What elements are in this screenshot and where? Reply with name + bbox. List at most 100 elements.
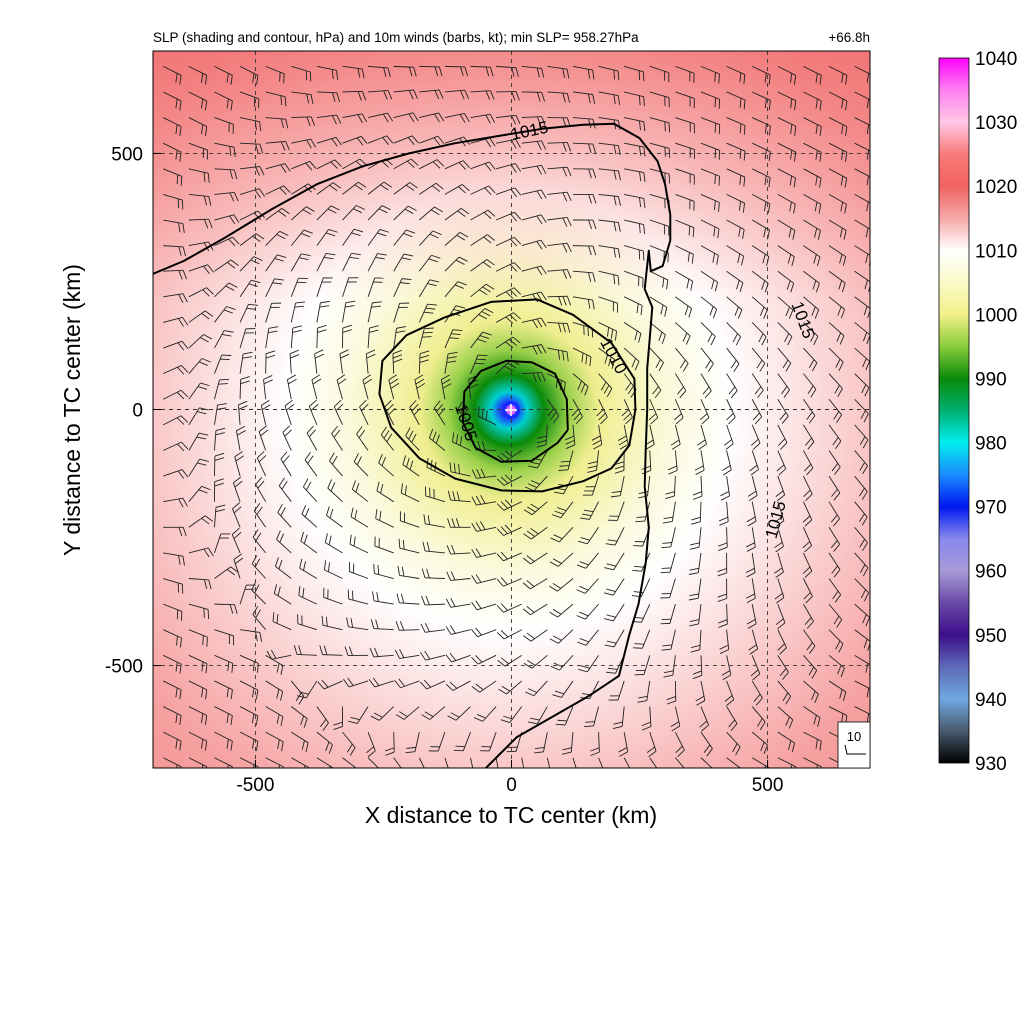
wind-barb [521, 317, 547, 329]
wind-barb [718, 501, 729, 526]
wind-barb [777, 680, 792, 705]
wind-barb [188, 407, 209, 426]
wind-barb [265, 278, 284, 298]
wind-barb [521, 140, 547, 151]
wind-barb [724, 424, 734, 450]
wind-barb [260, 400, 271, 425]
wind-barb [188, 432, 209, 451]
wind-barb [188, 168, 210, 183]
wind-barb [496, 629, 522, 640]
wind-barb [700, 193, 720, 212]
wind-barb [393, 302, 410, 323]
wind-barb [828, 91, 848, 111]
wind-barb [752, 65, 771, 85]
wind-barb [572, 91, 596, 104]
wind-barb [777, 424, 788, 450]
wind-barb [374, 536, 394, 554]
wind-barb [661, 527, 676, 549]
wind-barb [163, 654, 182, 674]
wind-barb [547, 269, 572, 279]
wind-barb [444, 65, 469, 77]
wind-barb [623, 322, 642, 343]
wind-barb [418, 303, 437, 323]
wind-barb [777, 373, 790, 398]
wind-barb [777, 194, 796, 214]
wind-barb [675, 296, 693, 318]
wind-barb [444, 351, 458, 374]
wind-barb [587, 450, 600, 473]
wind-barb [775, 603, 786, 630]
wind-barb [632, 629, 651, 649]
wind-barb [700, 296, 718, 319]
wind-barb [828, 501, 840, 527]
wind-barb [393, 205, 417, 221]
wind-barb [496, 91, 520, 101]
wind-barb [496, 603, 522, 613]
wind-barb [395, 706, 420, 720]
wind-barb [726, 245, 745, 266]
wind-barb [527, 706, 548, 725]
wind-barb [290, 229, 313, 246]
wind-barb [214, 757, 233, 768]
wind-barb [398, 538, 420, 554]
wind-barb [470, 209, 496, 221]
wind-barb [316, 205, 340, 221]
wind-barb [296, 680, 318, 699]
wind-barb [549, 603, 574, 618]
wind-barb [726, 270, 744, 293]
wind-barb [598, 193, 621, 206]
wind-barb [521, 164, 547, 175]
wind-barb [596, 399, 608, 425]
wind-barb [674, 399, 684, 425]
wind-barb [598, 347, 616, 369]
contour-1005 [461, 359, 569, 463]
wind-barb [470, 331, 492, 349]
wind-barb [598, 245, 621, 259]
wind-barb [496, 474, 522, 486]
wind-barb [700, 757, 713, 768]
wind-barb [572, 142, 596, 154]
wind-barb [700, 168, 721, 186]
wind-barb [700, 65, 720, 84]
wind-barb [623, 347, 640, 371]
wind-barb [419, 159, 445, 170]
wind-barb [188, 358, 211, 374]
wind-barb [444, 113, 470, 123]
wind-barb [854, 219, 870, 240]
wind-barb [547, 242, 572, 253]
wind-barb [444, 281, 467, 298]
wind-barb [342, 113, 368, 124]
wind-barb [265, 706, 284, 727]
wind-barb [582, 475, 599, 496]
wind-barb [400, 483, 420, 503]
wind-barb [803, 142, 822, 162]
wind-barb [572, 347, 592, 367]
wind-barb [291, 116, 316, 127]
wind-barb [446, 571, 471, 581]
wind-barb [214, 427, 226, 451]
wind-barb [618, 732, 629, 757]
wind-barb [405, 427, 420, 451]
wind-barb [854, 527, 868, 551]
wind-barb [393, 278, 412, 298]
wind-barb [393, 229, 416, 246]
wind-barb [214, 603, 238, 614]
wind-barb [397, 566, 420, 579]
wind-barb [591, 424, 603, 450]
wind-barb [163, 629, 182, 648]
wind-barb [342, 65, 365, 79]
wind-barb [304, 451, 318, 477]
wind-barb [239, 233, 265, 246]
wind-barb [854, 578, 870, 602]
wind-barb [649, 270, 669, 290]
wind-barb [326, 506, 343, 528]
wind-barb [188, 287, 214, 298]
wind-barb [598, 322, 618, 341]
wind-barb [444, 184, 470, 195]
wind-barb [623, 296, 643, 315]
wind-barb [660, 578, 676, 599]
wind-barb [188, 757, 208, 768]
wind-barb [828, 347, 844, 371]
wind-barb [547, 191, 572, 202]
